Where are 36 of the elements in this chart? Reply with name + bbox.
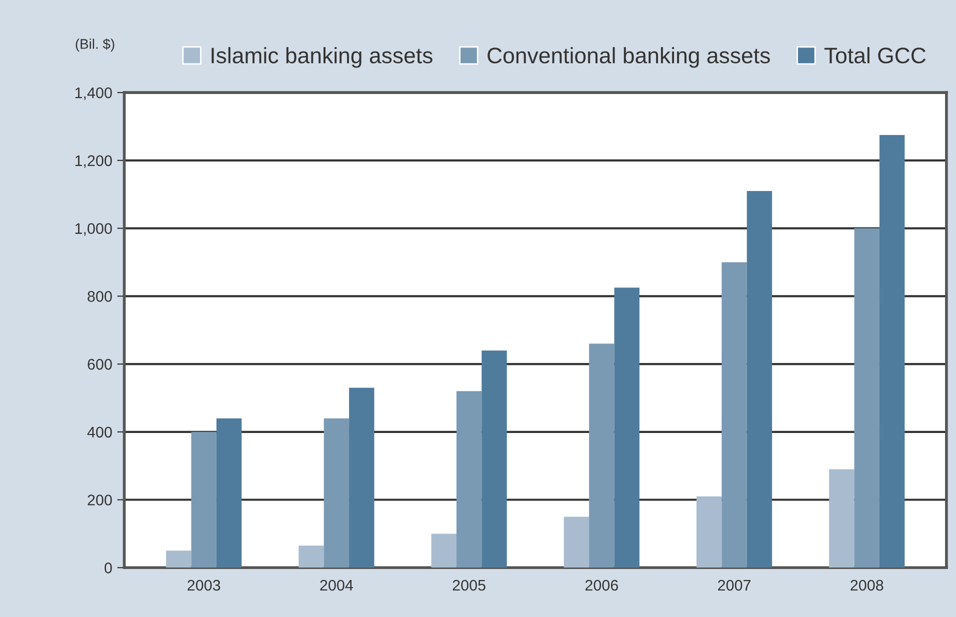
bar [829, 469, 854, 568]
bar [696, 496, 722, 568]
y-tick-label: 400 [87, 426, 112, 438]
y-tick-label: 800 [88, 291, 112, 302]
y-tick-label: 600 [88, 358, 112, 370]
x-tick-label: 2007 [718, 580, 750, 591]
bar [614, 288, 640, 568]
x-tick-label: 2005 [452, 580, 486, 591]
bar [879, 134, 905, 568]
bar [746, 190, 772, 568]
x-tick-label: 2004 [320, 580, 353, 591]
bar [216, 418, 242, 568]
bar [324, 418, 350, 568]
y-tick-label: 1,000 [75, 223, 112, 236]
bar [589, 344, 614, 568]
x-tick-label: 2003 [188, 580, 220, 591]
bar [854, 228, 880, 568]
bar [298, 546, 324, 568]
y-tick-label: 1,400 [75, 87, 112, 100]
y-tick-label: 1,200 [75, 155, 112, 168]
bar [564, 516, 590, 568]
y-axis-title: (Bil. $) [76, 38, 114, 52]
legend-label: Conventional banking assets [488, 47, 770, 68]
bar [166, 550, 192, 568]
y-tick-label: 0 [104, 562, 112, 574]
bar [191, 432, 216, 568]
legend-label: Total GCC [824, 47, 926, 64]
bar [456, 391, 482, 568]
bar [722, 262, 747, 568]
legend-label: Islamic banking assets [212, 47, 432, 68]
bar [349, 388, 374, 568]
bar [431, 534, 456, 568]
x-tick-label: 2006 [585, 580, 618, 591]
y-tick-label: 200 [88, 494, 112, 506]
x-tick-label: 2008 [850, 580, 884, 591]
bar [482, 350, 507, 568]
